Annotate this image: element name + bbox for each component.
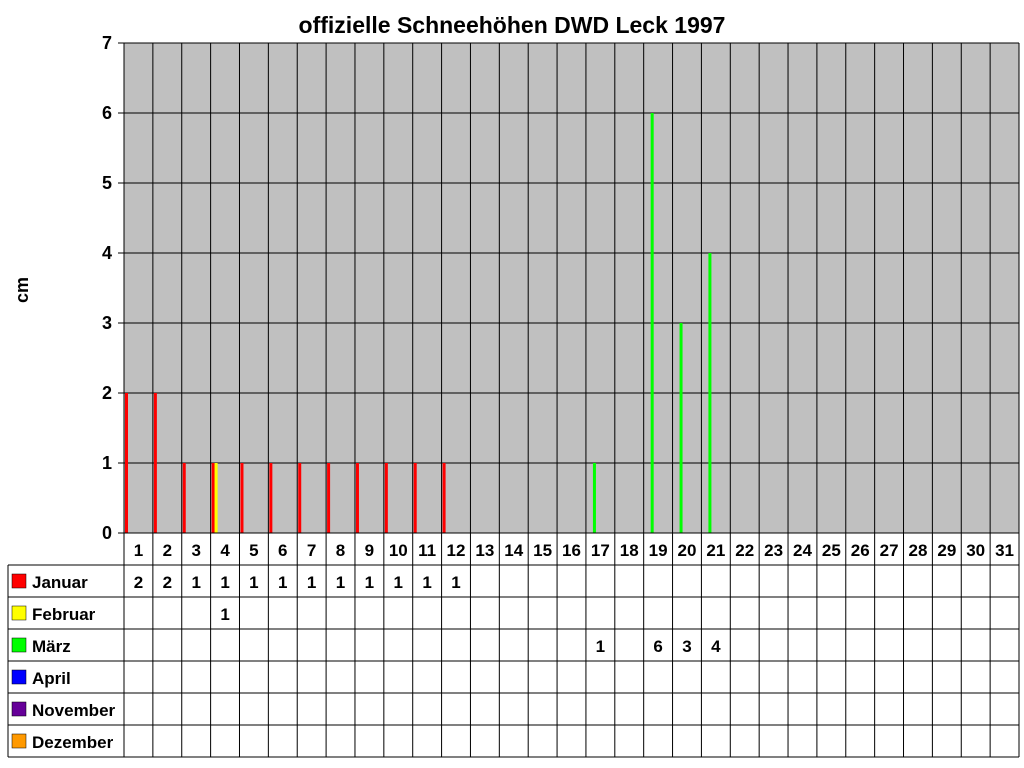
x-tick-label: 19 (649, 541, 668, 560)
table-value: 2 (134, 573, 143, 592)
bar-januar-9 (355, 463, 359, 533)
table-value: 1 (451, 573, 460, 592)
table-value: 1 (422, 573, 431, 592)
legend-label-märz: März (32, 637, 71, 656)
legend-swatch-dezember (11, 733, 27, 749)
x-tick-label: 6 (278, 541, 287, 560)
x-tick-label: 17 (591, 541, 610, 560)
bar-märz-17 (592, 463, 596, 533)
x-tick-label: 4 (220, 541, 230, 560)
bar-januar-2 (153, 393, 157, 533)
x-tick-label: 16 (562, 541, 581, 560)
x-tick-label: 28 (908, 541, 927, 560)
bar-januar-5 (240, 463, 244, 533)
legend-swatch-april (11, 669, 27, 685)
y-tick-label: 3 (102, 313, 112, 333)
x-tick-label: 15 (533, 541, 552, 560)
legend-label-dezember: Dezember (32, 733, 114, 752)
bar-januar-7 (298, 463, 302, 533)
x-tick-label: 11 (418, 541, 436, 560)
x-tick-label: 24 (793, 541, 812, 560)
legend-swatch-november (11, 701, 27, 717)
table-value: 1 (307, 573, 316, 592)
x-tick-label: 3 (191, 541, 200, 560)
table-value: 2 (163, 573, 172, 592)
table-value: 1 (278, 573, 287, 592)
y-tick-label: 6 (102, 103, 112, 123)
bar-januar-3 (182, 463, 186, 533)
table-value: 4 (711, 637, 721, 656)
legend-label-april: April (32, 669, 71, 688)
y-tick-label: 7 (102, 33, 112, 53)
legend-label-januar: Januar (32, 573, 88, 592)
x-tick-label: 31 (995, 541, 1014, 560)
legend-swatch-februar (11, 605, 27, 621)
x-tick-label: 20 (678, 541, 697, 560)
x-tick-label: 5 (249, 541, 258, 560)
x-tick-label: 12 (447, 541, 466, 560)
legend-swatch-märz (11, 637, 27, 653)
table-value: 1 (596, 637, 605, 656)
bar-januar-8 (327, 463, 331, 533)
x-tick-label: 29 (937, 541, 956, 560)
x-tick-label: 9 (365, 541, 374, 560)
bar-februar-4 (214, 463, 218, 533)
bar-januar-4 (211, 463, 215, 533)
bar-januar-11 (413, 463, 417, 533)
x-tick-label: 7 (307, 541, 316, 560)
table-value: 6 (653, 637, 662, 656)
table-value: 1 (365, 573, 374, 592)
y-tick-label: 5 (102, 173, 112, 193)
bar-märz-20 (679, 323, 683, 533)
table-value: 1 (336, 573, 345, 592)
y-tick-label: 0 (102, 523, 112, 543)
x-tick-label: 8 (336, 541, 345, 560)
x-tick-label: 22 (735, 541, 754, 560)
table-value: 3 (682, 637, 691, 656)
x-tick-label: 27 (880, 541, 899, 560)
table-value: 1 (394, 573, 403, 592)
x-tick-label: 25 (822, 541, 841, 560)
x-tick-label: 23 (764, 541, 783, 560)
bar-januar-12 (442, 463, 446, 533)
plot-area (124, 43, 1019, 533)
x-tick-label: 1 (134, 541, 143, 560)
chart-title: offizielle Schneehöhen DWD Leck 1997 (298, 12, 726, 38)
y-tick-label: 4 (102, 243, 112, 263)
x-tick-label: 18 (620, 541, 639, 560)
bar-märz-21 (708, 253, 712, 533)
x-tick-label: 30 (966, 541, 985, 560)
x-tick-label: 2 (163, 541, 172, 560)
legend-label-november: November (32, 701, 116, 720)
table-value: 1 (191, 573, 200, 592)
x-tick-label: 21 (706, 541, 725, 560)
x-tick-label: 14 (504, 541, 523, 560)
x-tick-label: 13 (475, 541, 494, 560)
x-tick-label: 26 (851, 541, 870, 560)
table-value: 1 (220, 605, 229, 624)
bar-januar-1 (125, 393, 128, 533)
table-value: 1 (249, 573, 258, 592)
legend-label-februar: Februar (32, 605, 96, 624)
y-tick-label: 1 (102, 453, 112, 473)
y-tick-label: 2 (102, 383, 112, 403)
x-tick-label: 10 (389, 541, 408, 560)
table-value: 1 (220, 573, 229, 592)
bar-januar-6 (269, 463, 273, 533)
legend-swatch-januar (11, 573, 27, 589)
bar-märz-19 (650, 113, 654, 533)
bar-januar-10 (384, 463, 388, 533)
